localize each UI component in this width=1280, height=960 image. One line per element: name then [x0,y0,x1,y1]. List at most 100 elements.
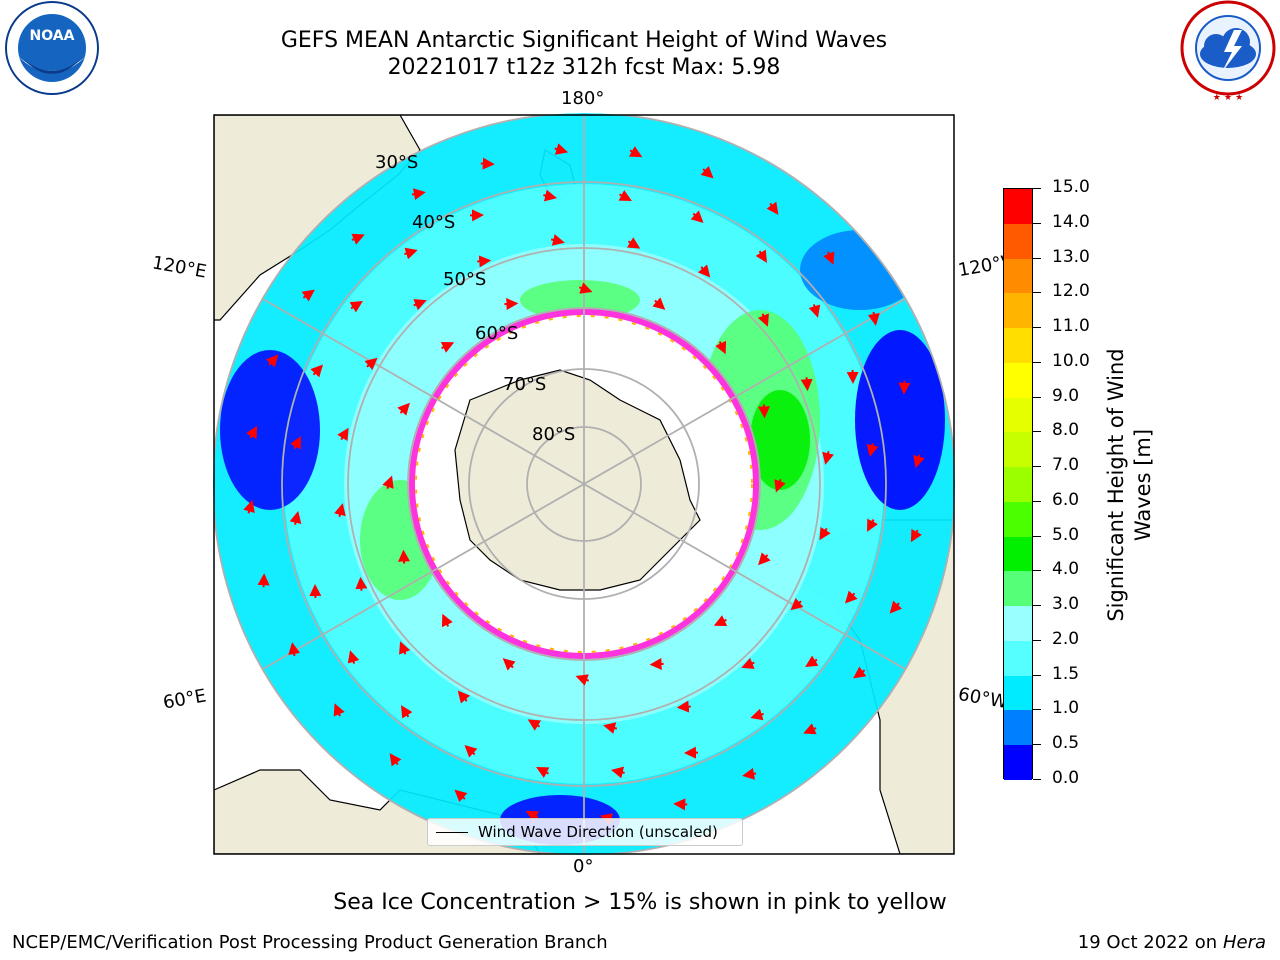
colorbar-segment [1004,328,1032,363]
wind-wave-arrow [844,590,858,604]
colorbar-segment [1004,536,1032,572]
wind-wave-arrow [910,528,922,543]
colorbar-segment [1004,293,1032,328]
wind-wave-arrow [504,298,519,310]
wind-wave-arrow [750,708,764,721]
colorbar-tick-label: 0.5 [1052,733,1080,754]
wind-wave-arrow [554,143,569,155]
wind-wave-arrow [243,499,255,514]
colorbar [1003,188,1033,780]
wind-wave-arrow [800,377,813,392]
wind-wave-arrow [618,190,632,201]
footer-credit: NCEP/EMC/Verification Post Processing Pr… [12,932,608,953]
colorbar-segment [1004,432,1032,467]
wind-wave-arrow [265,354,279,368]
colorbar-segment [1004,223,1032,259]
wind-wave-arrow [819,526,831,541]
wind-wave-arrow [536,767,550,778]
wind-wave-arrow [626,237,641,249]
colorbar-segment [1004,362,1032,398]
footer-host: Hera [1222,932,1266,953]
colorbar-segment [1004,710,1032,745]
wind-wave-arrow [290,436,301,450]
wind-wave-arrow [349,300,363,313]
wind-wave-arrow [477,255,492,268]
wind-wave-arrow [454,789,468,803]
wind-wave-arrow [413,299,427,311]
nws-logo: ★ ★ ★ [1180,0,1276,103]
colorbar-tick-label: 14.0 [1052,211,1090,232]
wind-wave-arrow [543,189,558,202]
lat-label-60s: 60°S [475,323,519,344]
wind-wave-arrow [913,454,925,469]
colorbar-segment [1004,258,1032,294]
lat-label-40s: 40°S [412,212,456,233]
noaa-logo-text: NOAA [30,28,75,44]
wind-wave-arrow [411,188,426,201]
colorbar-tick-label: 1.5 [1052,663,1080,684]
wind-wave-arrow [741,657,755,669]
wind-wave-arrow [289,510,302,525]
colorbar-segment [1004,397,1032,433]
colorbar-tick [1033,779,1041,780]
colorbar-tick-label: 7.0 [1052,455,1080,476]
legend-label: Wind Wave Direction (unscaled) [478,823,718,841]
lon-label-180: 180° [561,88,605,109]
sea-ice-note: Sea Ice Concentration > 15% is shown in … [333,890,947,915]
colorbar-tick [1033,292,1041,294]
colorbar-tick [1033,188,1041,189]
wind-wave-arrow [355,576,368,591]
wind-wave-arrow [758,404,770,419]
wind-wave-arrow [464,744,478,758]
wind-wave-arrow [742,767,757,780]
wind-wave-arrow [805,655,819,668]
colorbar-segment [1004,745,1032,780]
wind-wave-arrow [649,658,664,670]
wind-wave-arrow [758,552,771,566]
wind-wave-arrow [400,705,413,719]
wind-wave-arrow [757,313,769,327]
lat-label-50s: 50°S [443,269,487,290]
colorbar-tick-label: 12.0 [1052,281,1090,302]
wind-wave-arrow [480,157,495,170]
wind-wave-arrow [578,282,593,294]
colorbar-tick [1033,327,1041,329]
wind-wave-arrow [382,475,394,490]
colorbar-tick-label: 13.0 [1052,246,1090,267]
wind-wave-arrows [243,143,925,825]
wind-wave-arrow [690,210,704,224]
wind-wave-arrow [397,402,410,416]
wind-wave-arrow [898,380,911,395]
colorbar-tick-label: 2.0 [1052,628,1080,649]
lat-label-80s: 80°S [532,424,576,445]
lat-label-30s: 30°S [375,152,419,173]
colorbar-tick [1033,466,1041,468]
wind-wave-arrow [700,165,714,179]
colorbar-segment [1004,675,1032,711]
wind-wave-arrow [715,340,727,355]
wind-wave-arrow [790,597,804,611]
noaa-logo: NOAA [5,1,99,95]
wind-wave-arrow [333,703,345,717]
colorbar-tick [1033,639,1041,641]
colorbar-tick-label: 8.0 [1052,420,1080,441]
map-border [213,114,955,855]
colorbar-tick [1033,709,1041,711]
lat-label-70s: 70°S [503,374,547,395]
wind-wave-arrow [502,658,516,671]
wind-wave-arrow [527,719,542,731]
wind-wave-arrow [525,810,540,822]
colorbar-tick [1033,535,1041,537]
wind-wave-arrow [808,304,821,318]
wind-wave-arrow [803,723,817,735]
colorbar-segment [1004,501,1032,537]
colorbar-tick [1033,605,1041,607]
colorbar-tick [1033,361,1041,363]
wind-wave-arrow [334,503,346,518]
footer-date: 19 Oct 2022 on Hera [1078,932,1266,953]
colorbar-tick-label: 9.0 [1052,385,1080,406]
colorbar-tick [1033,396,1041,398]
footer-date-text: 19 Oct 2022 on [1077,932,1223,953]
map-legend: Wind Wave Direction (unscaled) [427,818,743,846]
